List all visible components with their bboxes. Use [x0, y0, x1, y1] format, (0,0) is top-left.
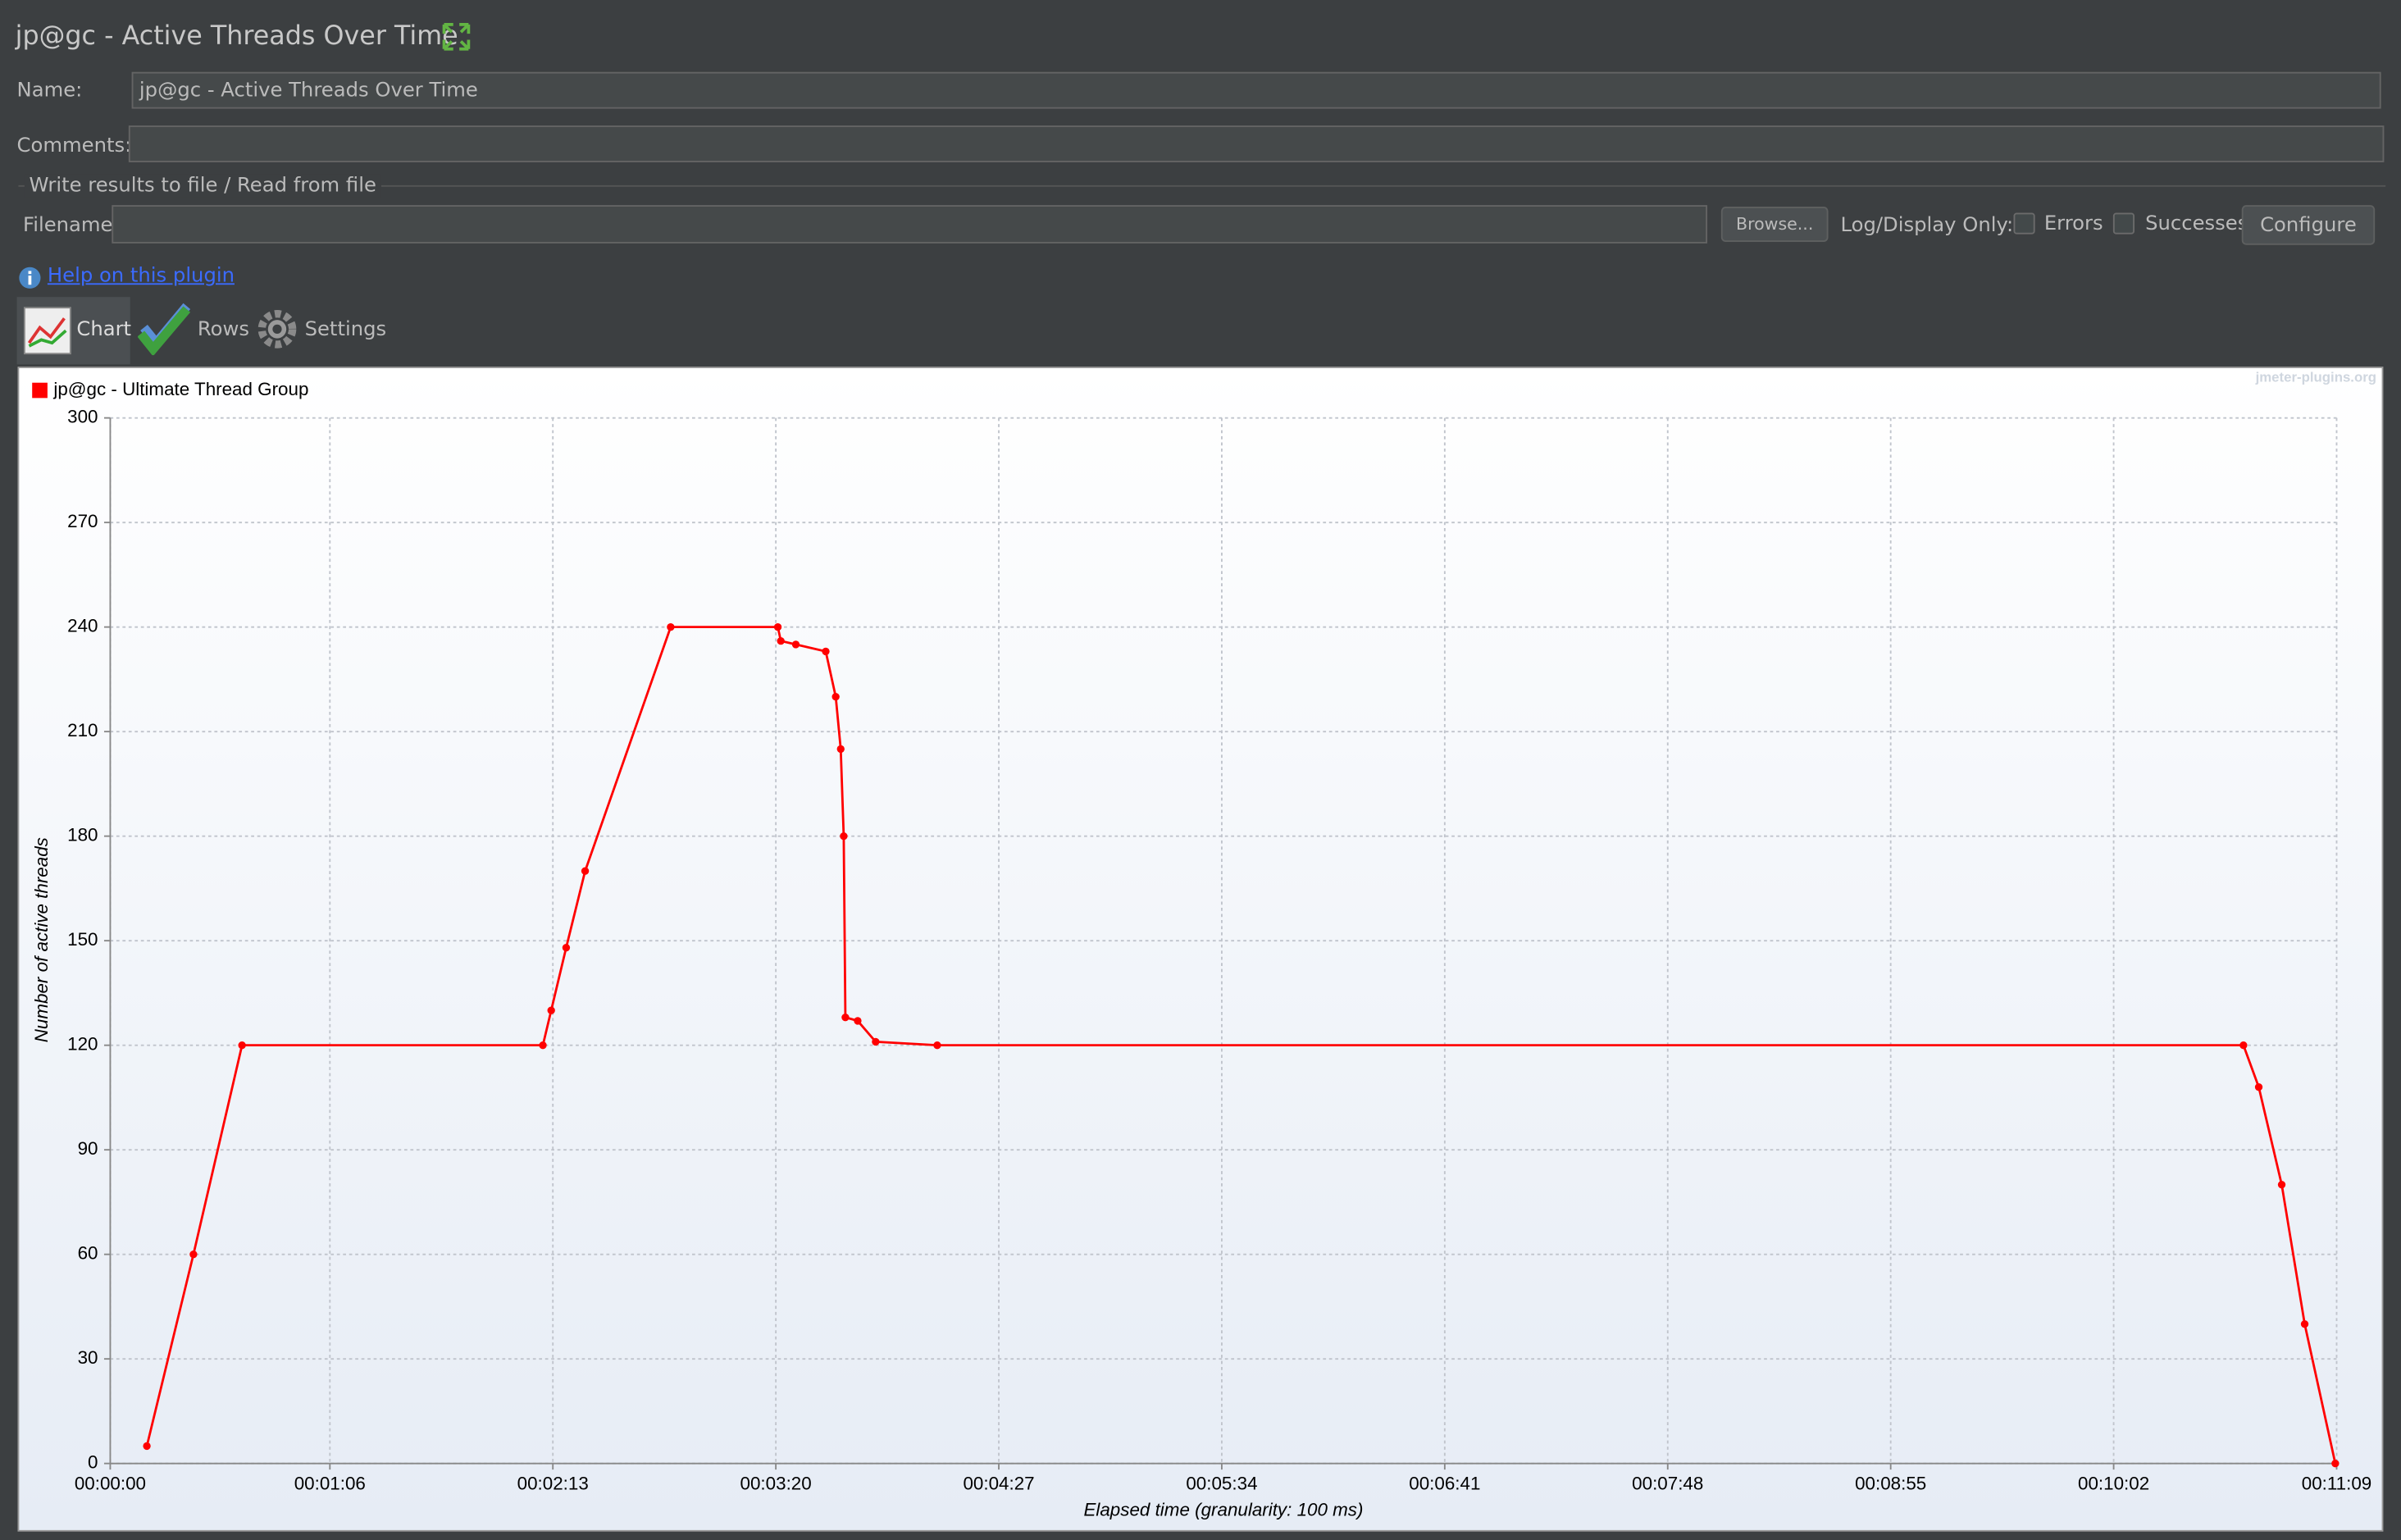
x-tick-label: 00:04:27	[963, 1474, 1034, 1494]
settings-tab-icon	[257, 310, 297, 349]
configure-button[interactable]: Configure	[2241, 205, 2376, 245]
expand-icon[interactable]	[441, 21, 472, 52]
panel-title: jp@gc - Active Threads Over Time	[15, 21, 458, 52]
log-display-label: Log/Display Only:	[1840, 214, 2014, 238]
legend-label: jp@gc - Ultimate Thread Group	[52, 379, 308, 399]
data-point	[238, 1041, 246, 1050]
x-tick-label: 00:01:06	[294, 1474, 366, 1494]
rows-tab-icon	[138, 303, 191, 356]
data-point	[2254, 1082, 2263, 1091]
data-point	[841, 1013, 850, 1022]
y-tick-label: 150	[67, 929, 98, 950]
data-point	[667, 622, 675, 631]
help-link[interactable]: Help on this plugin	[47, 264, 235, 288]
browse-button[interactable]: Browse...	[1720, 207, 1829, 242]
x-axis-label: Elapsed time (granularity: 100 ms)	[1083, 1499, 1363, 1519]
watermark: jmeter-plugins.org	[2255, 370, 2376, 385]
y-tick-label: 60	[78, 1243, 98, 1264]
data-point	[822, 647, 830, 656]
tab-chart[interactable]: Chart	[76, 318, 132, 342]
comments-label: Comments:	[16, 134, 132, 158]
x-tick-label: 00:06:41	[1409, 1474, 1480, 1494]
y-tick-label: 0	[88, 1452, 98, 1473]
series-line	[145, 626, 2337, 1464]
info-icon	[19, 267, 41, 289]
data-point	[791, 640, 800, 649]
x-tick-label: 00:02:13	[517, 1474, 589, 1494]
data-point	[854, 1017, 862, 1025]
filename-label: Filename	[23, 214, 113, 238]
data-point	[2300, 1319, 2309, 1328]
successes-label: Successes	[2145, 212, 2248, 236]
data-point	[840, 832, 848, 841]
x-tick-label: 00:10:02	[2078, 1474, 2149, 1494]
data-point	[2331, 1459, 2339, 1468]
x-tick-label: 00:07:48	[1632, 1474, 1703, 1494]
x-tick-label: 00:03:20	[740, 1474, 812, 1494]
data-point	[547, 1006, 555, 1014]
y-tick-label: 30	[78, 1347, 98, 1368]
y-tick-label: 210	[67, 720, 98, 740]
y-tick-label: 90	[78, 1138, 98, 1159]
data-point	[581, 867, 590, 875]
name-label: Name:	[16, 80, 83, 103]
file-group-title: Write results to file / Read from file	[24, 174, 381, 198]
x-tick-label: 00:11:09	[2302, 1474, 2372, 1494]
data-point	[933, 1041, 941, 1050]
legend-swatch	[32, 382, 48, 399]
data-point	[831, 692, 840, 701]
filename-input[interactable]	[112, 205, 1708, 244]
y-axis-label: Number of active threads	[31, 837, 52, 1042]
data-point	[539, 1041, 547, 1050]
data-point	[777, 636, 785, 645]
group-border	[18, 185, 2386, 187]
y-tick-label: 120	[67, 1034, 98, 1055]
name-input[interactable]: jp@gc - Active Threads Over Time	[131, 71, 2381, 109]
y-tick-label: 180	[67, 825, 98, 845]
errors-checkbox[interactable]	[2013, 212, 2035, 235]
data-point	[2239, 1041, 2248, 1050]
tab-rows[interactable]: Rows	[197, 318, 250, 342]
tab-settings[interactable]: Settings	[304, 318, 387, 342]
x-tick-label: 00:00:00	[75, 1474, 146, 1494]
successes-checkbox[interactable]	[2112, 212, 2135, 235]
y-tick-label: 300	[67, 407, 98, 427]
data-point	[773, 622, 782, 631]
data-point	[189, 1250, 198, 1259]
errors-label: Errors	[2043, 212, 2103, 236]
chart-tab-icon	[23, 307, 71, 355]
data-point	[872, 1037, 880, 1046]
data-point	[836, 745, 845, 754]
y-tick-label: 270	[67, 511, 98, 531]
data-point	[143, 1442, 151, 1451]
x-tick-label: 00:08:55	[1855, 1474, 1926, 1494]
comments-input[interactable]	[128, 125, 2385, 162]
data-point	[2277, 1180, 2286, 1189]
data-point	[562, 943, 571, 952]
name-value: jp@gc - Active Threads Over Time	[139, 80, 478, 103]
chart-background	[17, 367, 2384, 1532]
x-tick-label: 00:05:34	[1186, 1474, 1257, 1494]
y-tick-label: 240	[67, 616, 98, 636]
